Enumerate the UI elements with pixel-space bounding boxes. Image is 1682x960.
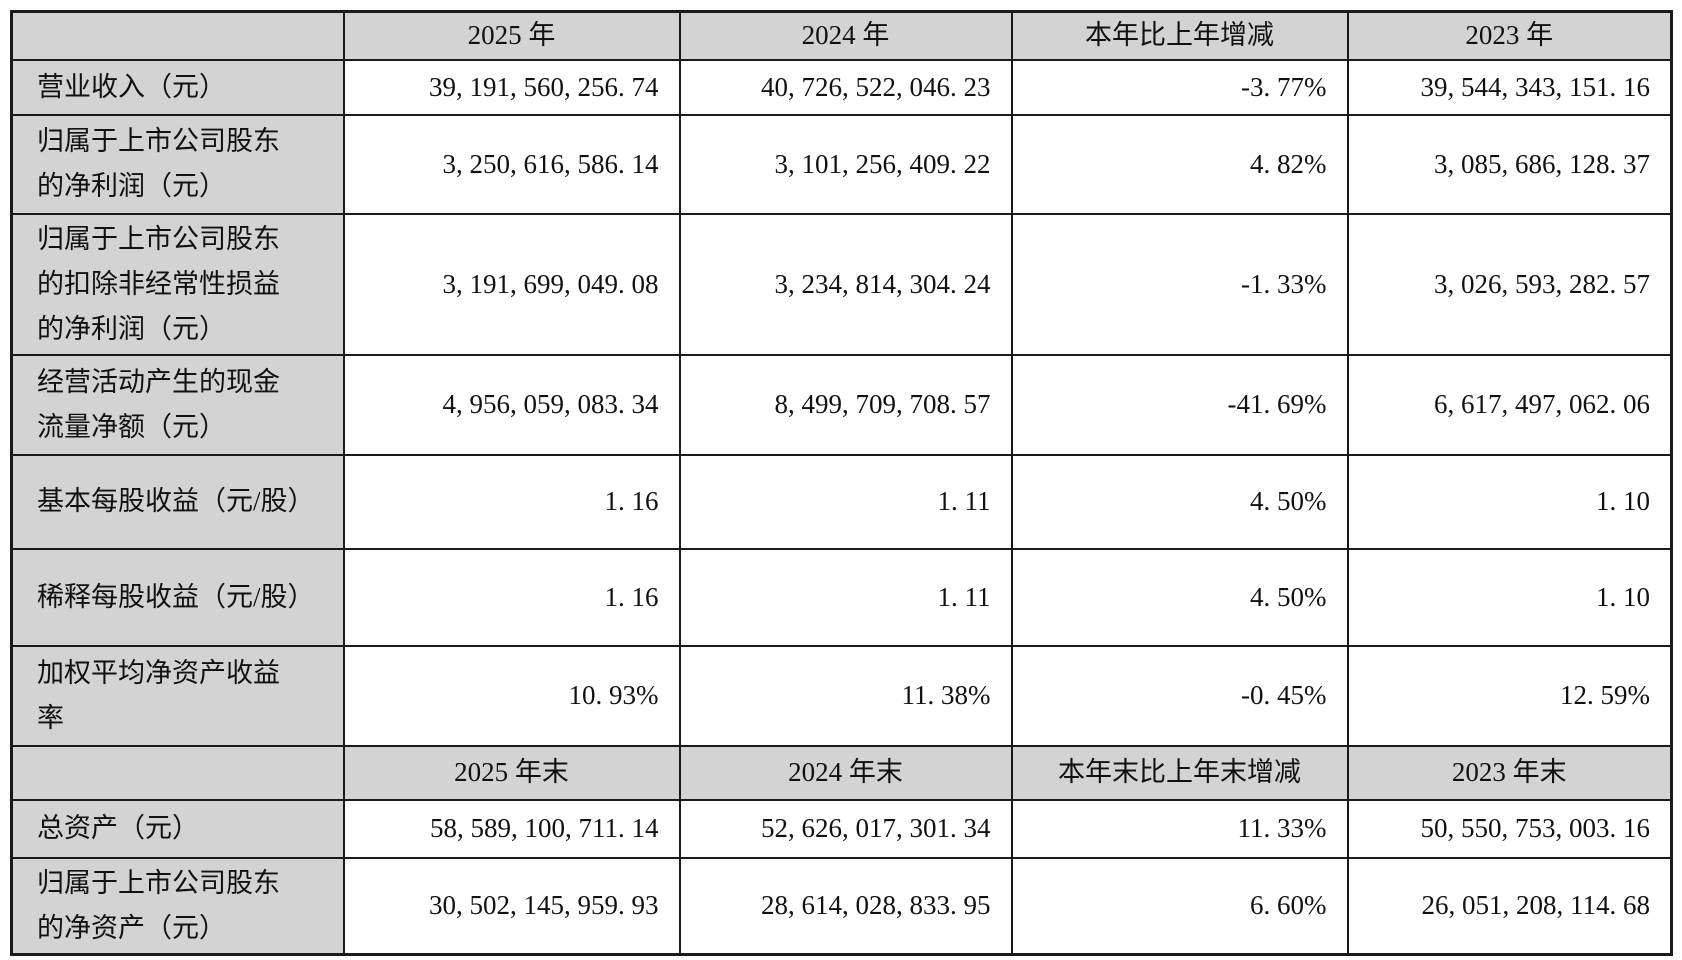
row-label: 基本每股收益（元/股） — [10, 453, 345, 550]
row-label: 归属于上市公司股东的净利润（元） — [10, 113, 345, 215]
value-cell-2025: 10. 93% — [342, 644, 681, 747]
table-row-net-profit: 归属于上市公司股东的净利润（元） 3, 250, 616, 586. 14 3,… — [10, 113, 1673, 215]
header-row-yearend: 2025 年末 2024 年末 本年末比上年末增减 2023 年末 — [10, 744, 1673, 801]
value-cell-2024: 1. 11 — [678, 547, 1013, 647]
table-row-net-assets: 归属于上市公司股东的净资产（元） 30, 502, 145, 959. 93 2… — [10, 856, 1673, 955]
value-cell-2024: 8, 499, 709, 708. 57 — [678, 353, 1013, 456]
value-cell-change: -0. 45% — [1010, 644, 1349, 747]
header-row-current: 2025 年 2024 年 本年比上年增减 2023 年 — [10, 10, 1673, 61]
table-row-operating-cash-flow: 经营活动产生的现金流量净额（元） 4, 956, 059, 083. 34 8,… — [10, 353, 1673, 456]
value-cell-change: 6. 60% — [1010, 856, 1349, 955]
row-label: 归属于上市公司股东的扣除非经常性损益的净利润（元） — [10, 212, 345, 356]
value-cell-change: 11. 33% — [1010, 798, 1349, 859]
table-row-net-profit-excl-nonrecurring: 归属于上市公司股东的扣除非经常性损益的净利润（元） 3, 191, 699, 0… — [10, 212, 1673, 356]
header-cell-2023-yearend: 2023 年末 — [1346, 744, 1673, 801]
value-cell-2025: 30, 502, 145, 959. 93 — [342, 856, 681, 955]
table-row-total-assets: 总资产（元） 58, 589, 100, 711. 14 52, 626, 01… — [10, 798, 1673, 859]
value-cell-2025: 58, 589, 100, 711. 14 — [342, 798, 681, 859]
value-cell-2025: 3, 250, 616, 586. 14 — [342, 113, 681, 215]
value-cell-2023: 1. 10 — [1346, 547, 1673, 647]
header-cell-blank — [10, 744, 345, 801]
header-cell-2025: 2025 年 — [342, 10, 681, 61]
value-cell-2024: 3, 101, 256, 409. 22 — [678, 113, 1013, 215]
table-row-revenue: 营业收入（元） 39, 191, 560, 256. 74 40, 726, 5… — [10, 58, 1673, 116]
value-cell-2025: 4, 956, 059, 083. 34 — [342, 353, 681, 456]
header-cell-2025-yearend: 2025 年末 — [342, 744, 681, 801]
value-cell-2023: 12. 59% — [1346, 644, 1673, 747]
value-cell-2025: 3, 191, 699, 049. 08 — [342, 212, 681, 356]
value-cell-2023: 50, 550, 753, 003. 16 — [1346, 798, 1673, 859]
value-cell-2024: 40, 726, 522, 046. 23 — [678, 58, 1013, 116]
value-cell-2024: 3, 234, 814, 304. 24 — [678, 212, 1013, 356]
value-cell-2023: 26, 051, 208, 114. 68 — [1346, 856, 1673, 955]
value-cell-2024: 52, 626, 017, 301. 34 — [678, 798, 1013, 859]
value-cell-change: 4. 50% — [1010, 547, 1349, 647]
table-row-weighted-avg-roe: 加权平均净资产收益率 10. 93% 11. 38% -0. 45% 12. 5… — [10, 644, 1673, 747]
value-cell-2023: 6, 617, 497, 062. 06 — [1346, 353, 1673, 456]
row-label: 加权平均净资产收益率 — [10, 644, 345, 747]
table-row-basic-eps: 基本每股收益（元/股） 1. 16 1. 11 4. 50% 1. 10 — [10, 453, 1673, 550]
header-cell-blank — [10, 10, 345, 61]
header-cell-2023: 2023 年 — [1346, 10, 1673, 61]
value-cell-2023: 1. 10 — [1346, 453, 1673, 550]
value-cell-2023: 3, 085, 686, 128. 37 — [1346, 113, 1673, 215]
row-label: 经营活动产生的现金流量净额（元） — [10, 353, 345, 456]
value-cell-2023: 39, 544, 343, 151. 16 — [1346, 58, 1673, 116]
header-cell-yearend-change: 本年末比上年末增减 — [1010, 744, 1349, 801]
value-cell-change: -3. 77% — [1010, 58, 1349, 116]
table-row-diluted-eps: 稀释每股收益（元/股） 1. 16 1. 11 4. 50% 1. 10 — [10, 547, 1673, 647]
value-cell-2024: 28, 614, 028, 833. 95 — [678, 856, 1013, 955]
value-cell-change: -41. 69% — [1010, 353, 1349, 456]
row-label: 归属于上市公司股东的净资产（元） — [10, 856, 345, 955]
value-cell-change: 4. 50% — [1010, 453, 1349, 550]
value-cell-2024: 11. 38% — [678, 644, 1013, 747]
header-cell-2024: 2024 年 — [678, 10, 1013, 61]
value-cell-change: -1. 33% — [1010, 212, 1349, 356]
value-cell-2023: 3, 026, 593, 282. 57 — [1346, 212, 1673, 356]
value-cell-2025: 39, 191, 560, 256. 74 — [342, 58, 681, 116]
header-cell-yoy-change: 本年比上年增减 — [1010, 10, 1349, 61]
financial-summary-table: 2025 年 2024 年 本年比上年增减 2023 年 营业收入（元） 39,… — [10, 10, 1673, 956]
header-cell-2024-yearend: 2024 年末 — [678, 744, 1013, 801]
row-label: 总资产（元） — [10, 798, 345, 859]
row-label: 营业收入（元） — [10, 58, 345, 116]
value-cell-2025: 1. 16 — [342, 547, 681, 647]
value-cell-2025: 1. 16 — [342, 453, 681, 550]
row-label: 稀释每股收益（元/股） — [10, 547, 345, 647]
value-cell-2024: 1. 11 — [678, 453, 1013, 550]
value-cell-change: 4. 82% — [1010, 113, 1349, 215]
